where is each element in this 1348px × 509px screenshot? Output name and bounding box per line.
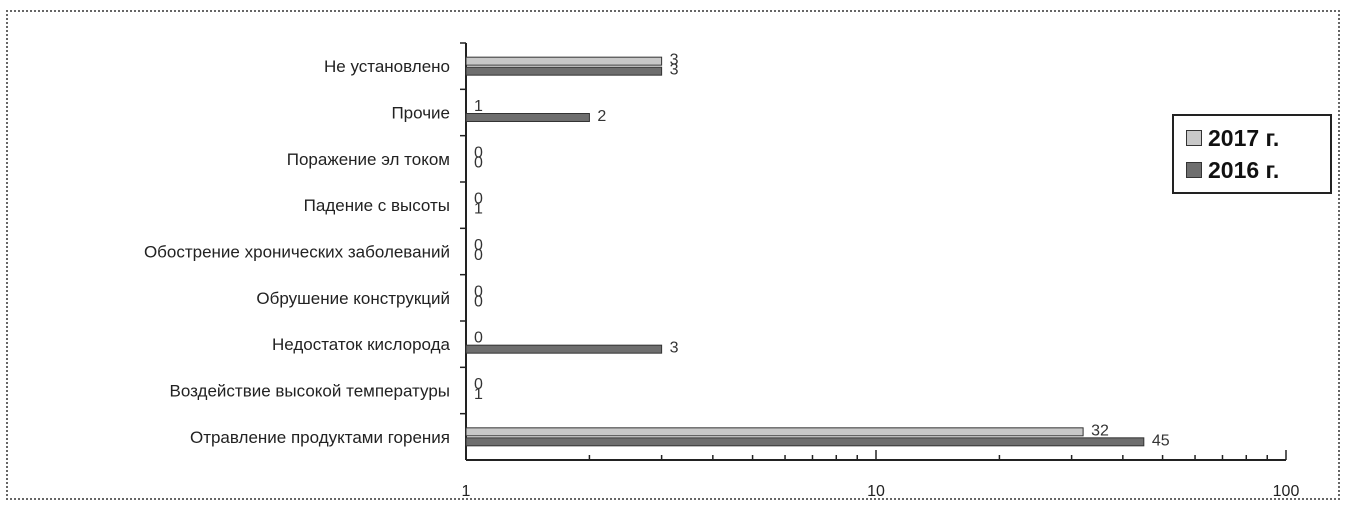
bar-2017	[465, 427, 1084, 437]
data-label: 0	[474, 293, 483, 310]
legend-item-2017: 2017 г.	[1186, 122, 1330, 154]
x-tick-label: 10	[867, 483, 885, 500]
bar-2017	[465, 56, 663, 66]
data-label: 3	[670, 52, 679, 69]
category-label: Обрушение конструкций	[256, 289, 450, 308]
data-label: 1	[474, 201, 483, 218]
chart-frame	[6, 10, 1340, 500]
data-label: 0	[474, 237, 483, 254]
bar-2016	[465, 66, 663, 76]
data-label: 0	[474, 247, 483, 264]
category-label: Поражение эл током	[287, 150, 450, 169]
bar-2016	[465, 113, 590, 122]
data-label: 45	[1152, 432, 1170, 449]
data-label: 1	[474, 386, 483, 403]
legend-label-2016: 2016 г.	[1208, 156, 1280, 183]
legend-swatch-2017	[1186, 130, 1202, 146]
category-label: Падение с высоты	[304, 196, 450, 215]
legend: 2017 г. 2016 г.	[1172, 114, 1332, 194]
data-label: 0	[474, 144, 483, 161]
category-label: Обострение хронических заболеваний	[144, 243, 450, 262]
data-label: 3	[670, 340, 679, 357]
category-label: Воздействие высокой температуры	[170, 382, 450, 401]
data-label: 2	[597, 108, 606, 125]
data-label: 0	[474, 191, 483, 208]
data-label: 3	[670, 62, 679, 79]
bar-2016	[465, 437, 1145, 447]
x-tick-label: 100	[1273, 483, 1300, 500]
category-label: Недостаток кислорода	[272, 335, 451, 354]
data-label: 1	[474, 98, 483, 115]
data-label: 0	[474, 330, 483, 347]
data-label: 0	[474, 283, 483, 300]
bar-2016	[465, 344, 663, 354]
legend-swatch-2016	[1186, 162, 1202, 178]
legend-item-2016: 2016 г.	[1186, 154, 1330, 186]
x-tick-label: 1	[462, 483, 471, 500]
data-label: 0	[474, 376, 483, 393]
legend-label-2017: 2017 г.	[1208, 124, 1280, 151]
category-label: Отравление продуктами горения	[190, 428, 450, 447]
data-label: 0	[474, 154, 483, 171]
category-label: Прочие	[391, 104, 450, 123]
category-label: Не установлено	[324, 57, 450, 76]
data-label: 32	[1091, 422, 1109, 439]
